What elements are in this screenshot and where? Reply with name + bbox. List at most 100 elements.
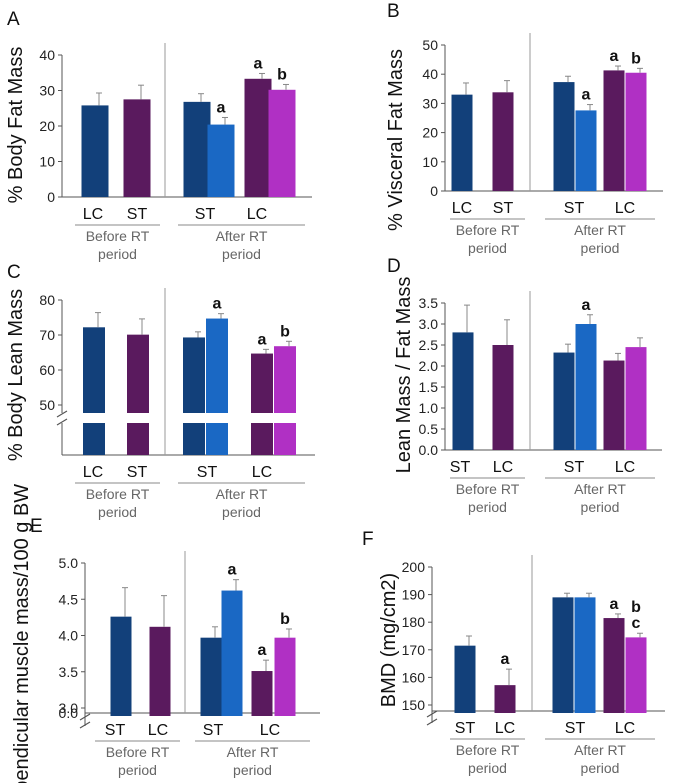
group-label: ST <box>565 720 586 737</box>
y-tick-label-E: 5.0 <box>59 555 79 571</box>
y-tick-label-C: 70 <box>39 327 55 343</box>
group-label: ST <box>455 720 476 737</box>
group-label: ST <box>195 206 216 223</box>
period-label-before-2: period <box>468 760 507 776</box>
bar <box>83 327 105 413</box>
y-axis-label-F: BMD (mg/cm2) <box>378 573 400 707</box>
significance-label: b <box>277 66 287 83</box>
significance-label: a <box>213 296 222 313</box>
period-label-before-2: period <box>468 240 507 256</box>
bar <box>492 92 514 191</box>
y-tick-label-E: 3.0 <box>59 700 79 716</box>
significance-label: a <box>610 48 619 65</box>
y-tick-label-C: 60 <box>39 362 55 378</box>
y-axis-label-B: % Visceral Fat Mass <box>385 49 407 231</box>
significance-label: b <box>631 599 641 616</box>
period-label-after-2: period <box>222 504 261 520</box>
period-label-after-2: period <box>222 246 261 262</box>
significance-label: a <box>217 99 226 116</box>
significance-label: a <box>610 596 619 613</box>
significance-label: a <box>228 562 237 579</box>
y-tick-label-F: 190 <box>402 587 426 603</box>
axis-break-mark-C <box>56 410 68 426</box>
group-label: ST <box>127 464 148 481</box>
bar <box>251 353 273 413</box>
period-label-after: After RT <box>216 228 268 244</box>
y-tick-label-D: 0.0 <box>419 442 439 458</box>
y-tick-label-F: 150 <box>402 697 426 713</box>
bar <box>552 597 574 713</box>
period-label-before: Before RT <box>456 481 520 497</box>
period-label-after: After RT <box>574 742 626 758</box>
bar <box>494 685 516 713</box>
period-label-before: Before RT <box>86 228 150 244</box>
group-label: ST <box>493 200 514 217</box>
bar <box>451 94 473 191</box>
y-axis-label-D: Lean Mass / Fat Mass <box>393 277 415 474</box>
bar <box>575 324 597 450</box>
bar <box>603 360 625 450</box>
y-tick-label-B: 10 <box>422 154 438 170</box>
group-label: LC <box>495 720 515 737</box>
panel-label-C: C <box>7 262 21 283</box>
bar <box>183 101 211 197</box>
period-label-before-2: period <box>98 246 137 262</box>
period-label-after-2: period <box>581 499 620 515</box>
group-label: LC <box>148 722 168 739</box>
bar <box>274 637 296 716</box>
group-label: LC <box>252 464 272 481</box>
y-tick-label-A: 10 <box>39 154 55 170</box>
y-tick-label-B: 40 <box>422 66 438 82</box>
bar <box>207 124 235 197</box>
axis-break-mark-F <box>426 710 438 726</box>
group-label: ST <box>197 464 218 481</box>
panel-E: E 3.0 3.5 4.0 4.5 5.0 0.0 Appendicular muscle m… <box>11 484 320 783</box>
bar <box>553 82 575 191</box>
y-tick-label-D: 2.0 <box>419 358 439 374</box>
y-axis-label-C: % Body Lean Mass <box>5 289 27 461</box>
bar <box>110 616 132 716</box>
bar <box>454 645 476 713</box>
bar <box>183 337 205 413</box>
y-tick-label-C: 50 <box>39 397 55 413</box>
bar <box>492 345 514 450</box>
bar <box>625 637 647 713</box>
bar <box>244 78 272 197</box>
period-label-before: Before RT <box>86 486 150 502</box>
period-label-after: After RT <box>574 222 626 238</box>
group-label: ST <box>105 722 126 739</box>
bar <box>574 597 596 713</box>
bar-base <box>183 423 205 455</box>
group-label: LC <box>247 206 267 223</box>
group-label: LC <box>615 459 635 476</box>
group-label: ST <box>564 459 585 476</box>
y-tick-label-A: 0 <box>47 189 55 205</box>
panel-label-A: A <box>7 9 20 30</box>
y-tick-label-F: 170 <box>402 642 426 658</box>
bar <box>553 352 575 450</box>
y-tick-label-E: 4.0 <box>59 628 79 644</box>
bar <box>200 637 222 716</box>
group-label: LC <box>493 459 513 476</box>
period-label-before: Before RT <box>456 742 520 758</box>
y-tick-label-D: 3.0 <box>419 316 439 332</box>
y-tick-label-A: 20 <box>39 118 55 134</box>
significance-label: b <box>280 611 290 628</box>
period-label-after: After RT <box>574 481 626 497</box>
significance-label: a <box>501 651 510 668</box>
bar <box>268 89 296 197</box>
bar <box>625 72 647 191</box>
bar <box>221 590 243 716</box>
period-label-after: After RT <box>216 486 268 502</box>
y-tick-label-D: 1.0 <box>419 400 439 416</box>
y-tick-label-E: 3.5 <box>59 664 79 680</box>
panel-label-B: B <box>387 1 400 22</box>
bar <box>206 318 228 413</box>
group-label: ST <box>564 200 585 217</box>
bar <box>603 70 625 191</box>
significance-label: b <box>280 323 290 340</box>
bar-base <box>206 423 228 455</box>
period-label-after-2: period <box>581 760 620 776</box>
